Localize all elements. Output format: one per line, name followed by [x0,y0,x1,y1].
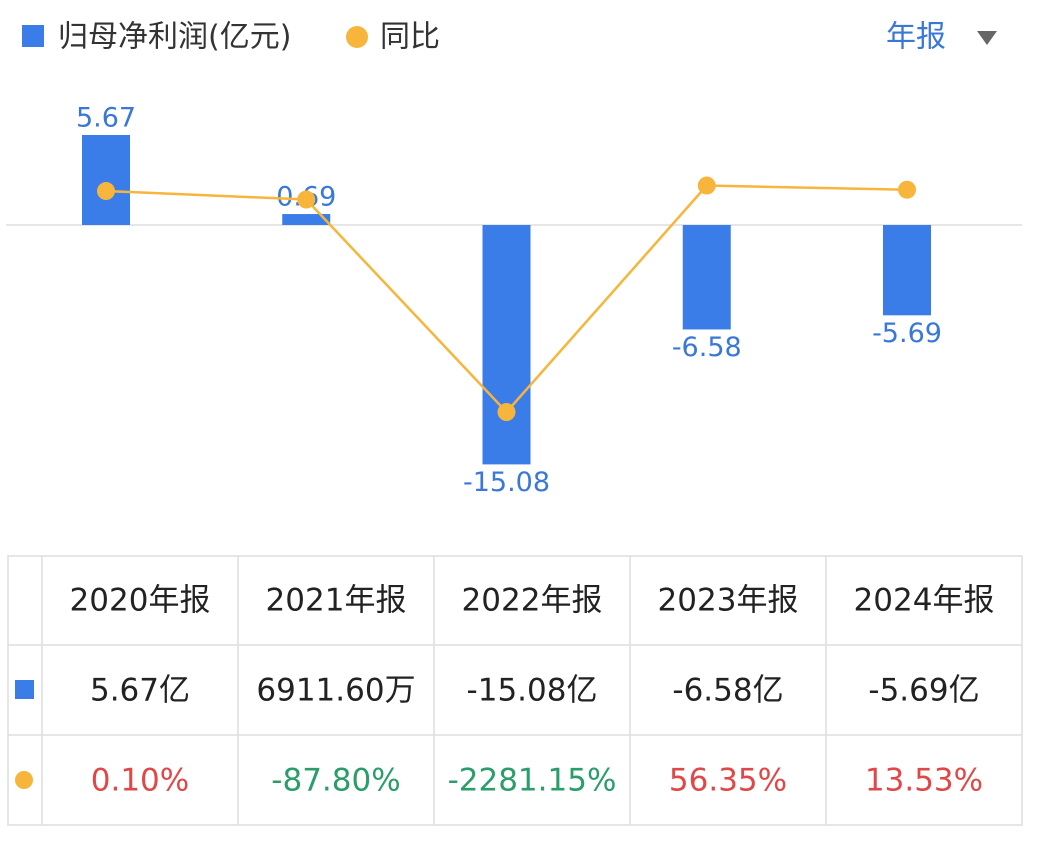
data-label: 5.67 [76,102,136,133]
table-growth: -87.80% [271,763,400,799]
period-selector[interactable]: 年报 [886,20,946,55]
table-growth: 56.35% [669,763,787,799]
table-growth: 13.53% [865,763,983,799]
bar [883,225,931,316]
bar [482,225,531,465]
data-label: -6.58 [672,332,742,363]
line-point [297,190,316,209]
table-growth: 0.10% [91,763,189,799]
data-label: -5.69 [872,318,942,349]
table-growth: -2281.15% [448,763,617,799]
column-header: 2020年报 [70,583,211,619]
line-point [898,180,916,199]
table-value: -5.69亿 [868,673,979,709]
legend-swatch [22,25,44,47]
column-header: 2024年报 [854,583,995,619]
line-point [697,176,716,195]
table-value: -6.58亿 [672,673,783,709]
table-border [7,555,1023,826]
data-table [7,555,1023,826]
legend-label: 归母净利润(亿元) [58,20,291,55]
column-header: 2022年报 [462,583,603,619]
column-header: 2023年报 [658,583,799,619]
data-label: -15.08 [463,467,550,498]
bar [82,134,130,225]
legend-swatch [346,26,368,48]
legend-label: 同比 [380,20,440,55]
bar [682,225,731,330]
table-value: -15.08亿 [467,673,598,709]
line-point [497,403,516,422]
row-icon [15,771,33,789]
column-header: 2021年报 [266,583,407,619]
row-icon [15,680,34,699]
table-value: 6911.60万 [256,673,415,709]
line-point [97,182,115,201]
table-value: 5.67亿 [90,673,190,709]
bar [282,214,331,225]
dropdown-arrow[interactable] [977,31,997,45]
